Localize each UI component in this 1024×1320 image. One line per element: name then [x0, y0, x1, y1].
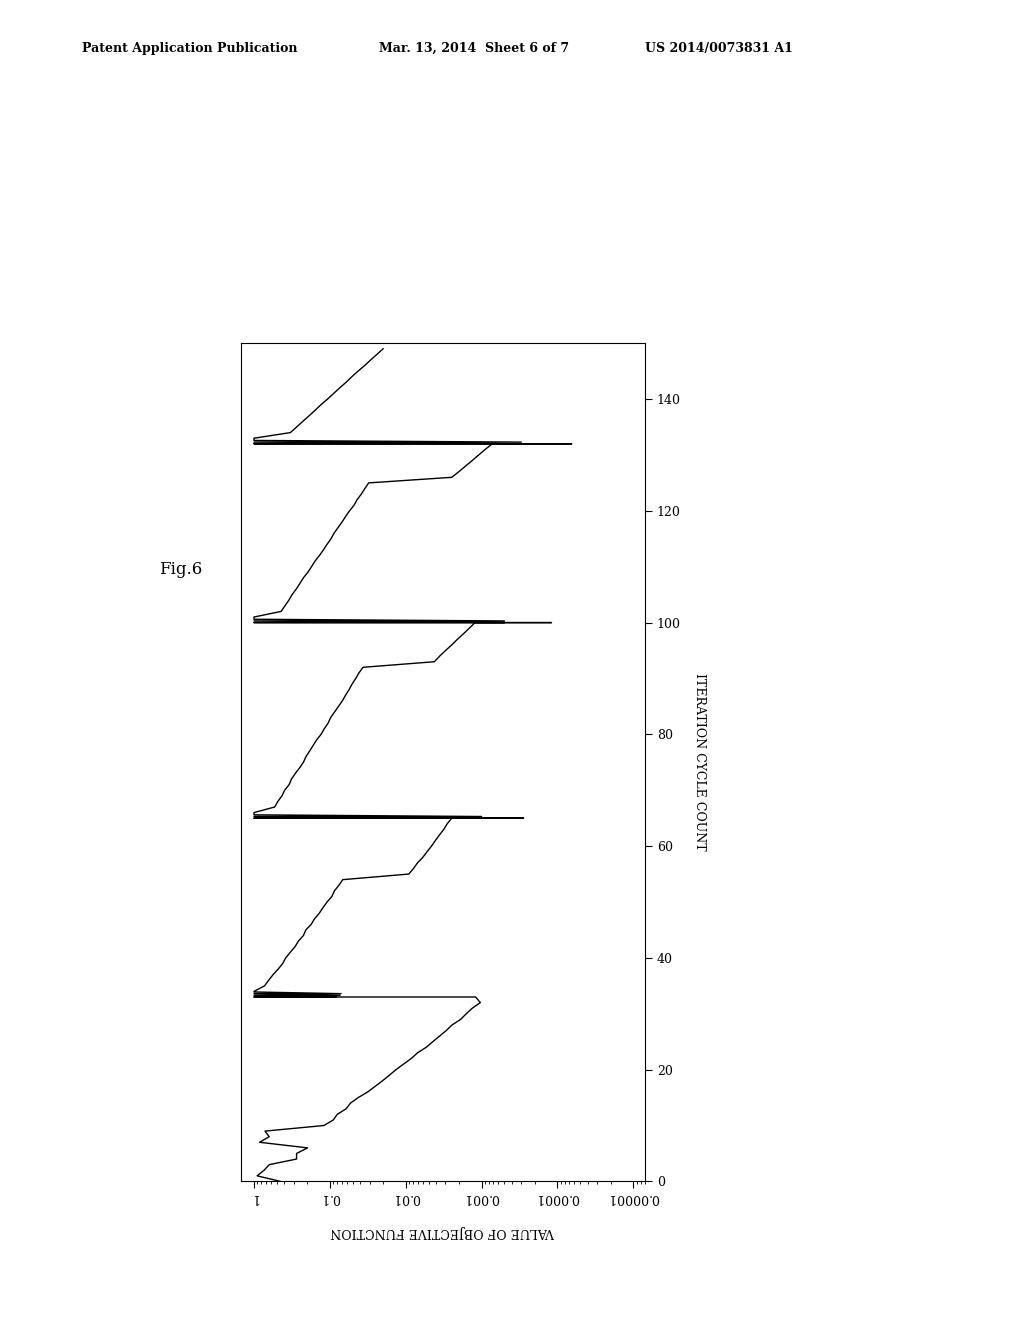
Text: Mar. 13, 2014  Sheet 6 of 7: Mar. 13, 2014 Sheet 6 of 7 — [379, 42, 569, 55]
X-axis label: VALUE OF OBJECTIVE FUNCTION: VALUE OF OBJECTIVE FUNCTION — [331, 1225, 555, 1238]
Text: Patent Application Publication: Patent Application Publication — [82, 42, 297, 55]
Text: US 2014/0073831 A1: US 2014/0073831 A1 — [645, 42, 793, 55]
Text: Fig.6: Fig.6 — [159, 561, 202, 578]
Y-axis label: ITERATION CYCLE COUNT: ITERATION CYCLE COUNT — [693, 673, 706, 851]
